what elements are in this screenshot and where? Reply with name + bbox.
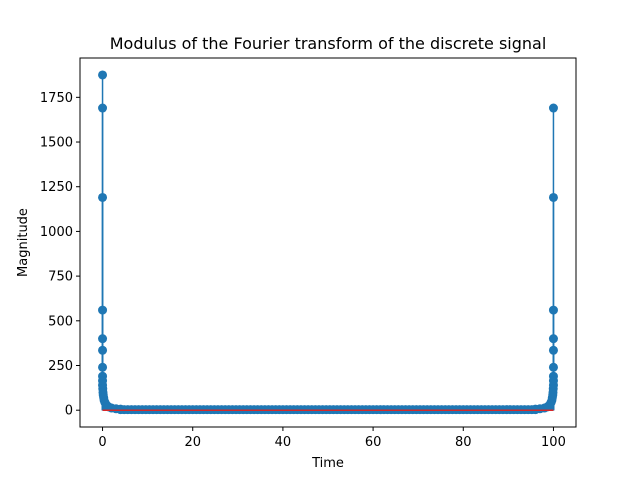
x-tick-label: 100 [541, 435, 566, 450]
x-tick-label: 20 [184, 435, 201, 450]
x-tick-label: 40 [275, 435, 292, 450]
x-axis-label: Time [311, 456, 344, 471]
y-tick-label: 1250 [40, 180, 73, 195]
stem-marker [548, 305, 558, 315]
stem-marker [548, 192, 558, 202]
stem-marker [98, 103, 108, 113]
x-tick-label: 0 [98, 435, 106, 450]
y-axis: 0 250 500 750 1000 1250 1500 1750 [40, 91, 80, 419]
x-tick-label: 60 [365, 435, 382, 450]
plot-area-frame [79, 57, 577, 428]
y-tick-label: 1500 [40, 136, 73, 151]
stem-marker [98, 70, 108, 80]
plot-content [98, 70, 558, 415]
stem-marker [548, 103, 558, 113]
stem-marker [548, 334, 558, 344]
x-tick-label: 80 [455, 435, 472, 450]
stem-marker [548, 362, 558, 372]
chart-title: Modulus of the Fourier transform of the … [110, 34, 547, 53]
y-tick-label: 750 [48, 270, 73, 285]
stem-marker [98, 334, 108, 344]
y-axis-label: Magnitude [16, 208, 31, 277]
y-tick-label: 1750 [40, 91, 73, 106]
stem-marker [98, 345, 108, 355]
y-tick-label: 500 [48, 314, 73, 329]
stem-marker [98, 362, 108, 372]
x-axis: 0 20 40 60 80 100 [98, 427, 566, 450]
stem-marker [98, 305, 108, 315]
y-tick-label: 250 [48, 359, 73, 374]
stem-marker [98, 192, 108, 202]
y-tick-label: 0 [65, 404, 73, 419]
y-tick-label: 1000 [40, 225, 73, 240]
stem-marker [548, 345, 558, 355]
